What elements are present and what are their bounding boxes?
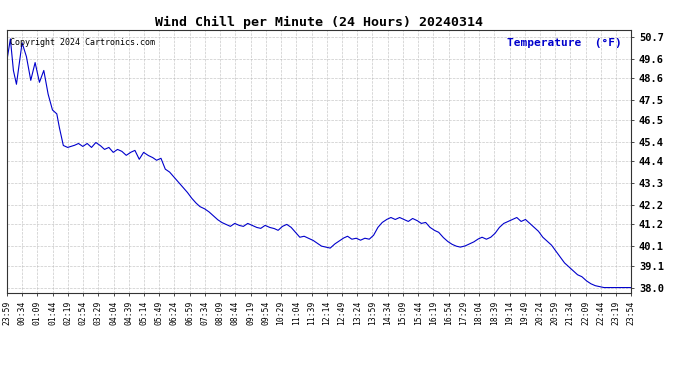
Title: Wind Chill per Minute (24 Hours) 20240314: Wind Chill per Minute (24 Hours) 2024031…	[155, 16, 483, 29]
Text: Copyright 2024 Cartronics.com: Copyright 2024 Cartronics.com	[10, 38, 155, 47]
Text: Temperature  (°F): Temperature (°F)	[507, 38, 622, 48]
